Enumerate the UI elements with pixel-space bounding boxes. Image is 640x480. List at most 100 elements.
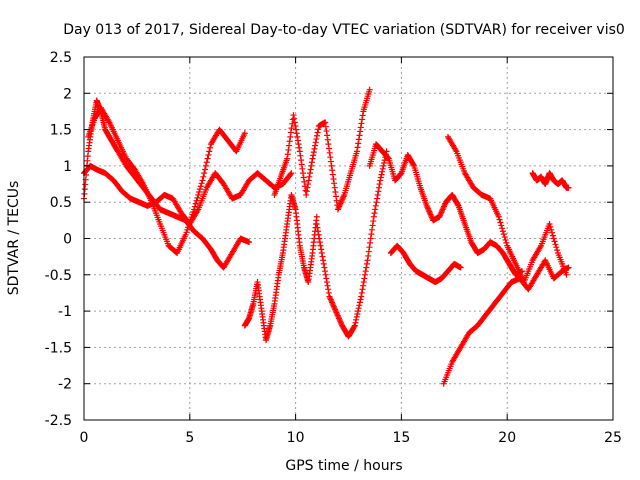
- x-tick-label: 20: [498, 430, 516, 446]
- data-point: [325, 289, 332, 296]
- data-point: [311, 145, 318, 152]
- data-point: [372, 206, 379, 213]
- data-point: [303, 191, 310, 198]
- data-point: [552, 241, 559, 248]
- series-sat-j: [444, 133, 570, 286]
- data-point: [351, 322, 358, 329]
- data-point: [199, 177, 206, 184]
- data-point: [354, 144, 361, 151]
- data-point: [359, 286, 366, 293]
- data-point: [200, 173, 207, 180]
- data-point: [307, 166, 314, 173]
- data-point: [326, 145, 333, 152]
- x-tick-label: 25: [604, 430, 622, 446]
- data-point: [322, 268, 329, 275]
- data-point: [322, 271, 329, 278]
- data-point: [314, 224, 321, 231]
- data-point: [365, 252, 372, 259]
- data-point: [353, 313, 360, 320]
- data-point: [357, 296, 364, 303]
- plot-frame: [83, 56, 614, 421]
- data-point: [377, 177, 384, 184]
- data-point: [333, 193, 340, 200]
- data-point: [284, 155, 291, 162]
- y-tick-label: 1: [63, 159, 72, 175]
- data-point: [331, 184, 338, 191]
- x-tick-label: 15: [392, 430, 410, 446]
- data-point: [201, 170, 208, 177]
- data-point: [373, 199, 380, 206]
- data-point: [324, 132, 331, 139]
- data-point: [359, 116, 366, 123]
- data-point: [551, 238, 558, 245]
- series-sat-e: [271, 86, 373, 213]
- data-point: [499, 225, 506, 232]
- data-point: [328, 162, 335, 169]
- data-point: [357, 124, 364, 131]
- data-point: [198, 180, 205, 187]
- data-point: [371, 210, 378, 217]
- data-point: [372, 202, 379, 209]
- data-point: [246, 239, 253, 246]
- data-point: [292, 122, 299, 129]
- grid: [84, 57, 613, 420]
- data-point: [363, 264, 370, 271]
- data-point: [363, 260, 370, 267]
- data-point: [315, 231, 322, 238]
- data-point: [303, 188, 310, 195]
- data-point: [330, 175, 337, 182]
- data-point: [241, 130, 248, 137]
- data-point: [355, 308, 362, 315]
- data-point: [549, 232, 556, 239]
- data-point: [498, 222, 505, 229]
- data-point: [361, 275, 368, 282]
- data-point: [457, 264, 464, 271]
- y-tick-label: -1: [58, 304, 72, 320]
- data-point: [375, 184, 382, 191]
- data-point: [376, 181, 383, 188]
- data-point: [360, 282, 367, 289]
- series-sat-a: [81, 97, 253, 271]
- data-point: [547, 223, 554, 230]
- x-tick-label: 5: [185, 430, 194, 446]
- data-point: [195, 191, 202, 198]
- y-tick-label: 0.5: [50, 195, 72, 211]
- data-point: [204, 155, 211, 162]
- data-point: [306, 170, 313, 177]
- series-sat-f: [313, 148, 390, 340]
- data-point: [323, 279, 330, 286]
- data-point: [320, 257, 327, 264]
- series-sat-c: [81, 162, 295, 227]
- data-point: [360, 279, 367, 286]
- y-tick-label: -2.5: [45, 413, 72, 429]
- data-point: [374, 195, 381, 202]
- data-point: [316, 239, 323, 246]
- data-point: [318, 250, 325, 257]
- data-point: [286, 142, 293, 149]
- data-point: [327, 154, 334, 161]
- data-point: [287, 129, 294, 136]
- data-point: [503, 239, 510, 246]
- series-sat-d: [241, 191, 320, 344]
- data-point: [410, 161, 417, 168]
- data-point: [497, 219, 504, 226]
- data-point: [368, 226, 375, 233]
- data-point: [322, 123, 329, 130]
- data-point: [356, 302, 363, 309]
- data-point: [325, 141, 332, 148]
- data-point: [287, 171, 294, 178]
- data-point: [554, 247, 561, 254]
- data-point: [206, 148, 213, 155]
- y-tick-label: 0: [63, 232, 72, 248]
- data-point: [299, 165, 306, 172]
- x-tick-label: 10: [287, 430, 305, 446]
- data-point: [191, 203, 198, 210]
- data-point: [296, 148, 303, 155]
- data-point: [321, 264, 328, 271]
- data-point: [355, 305, 362, 312]
- data-point: [312, 139, 319, 146]
- data-point: [192, 200, 199, 207]
- data-point: [197, 183, 204, 190]
- data-point: [381, 157, 388, 164]
